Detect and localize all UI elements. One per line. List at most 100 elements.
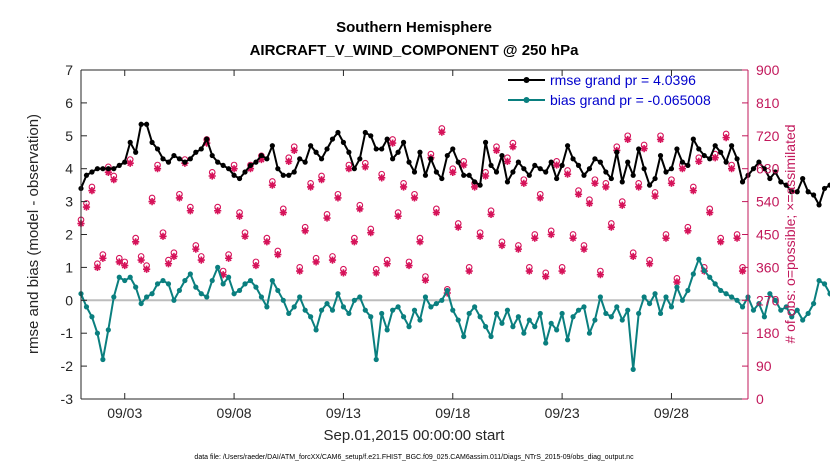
bias-point — [800, 317, 806, 323]
bias-point — [554, 327, 560, 333]
rmse-point — [149, 139, 155, 145]
ticks-layer: -3 -2 -1 0 1 2 3 4 5 6 7 0 90 180 270 360 450 540 630 720 81… — [61, 62, 780, 421]
rmse-point — [761, 166, 768, 172]
rmse-point — [515, 159, 521, 165]
bias-point — [532, 324, 538, 330]
obs-assimilated-marker — [596, 271, 604, 279]
obs-assimilated-marker — [553, 161, 561, 169]
obs-assimilated-marker — [678, 165, 686, 173]
rmse-point — [165, 159, 172, 165]
obs-assimilated-marker — [602, 183, 610, 191]
obs-assimilated-marker — [186, 207, 194, 215]
obs-assimilated-marker — [235, 212, 244, 220]
obs-assimilated-marker — [717, 238, 725, 246]
bias-point — [636, 310, 642, 317]
rmse-point — [728, 143, 735, 149]
obs-assimilated-marker — [219, 271, 227, 279]
obs-assimilated-marker — [738, 267, 747, 275]
rmse-point — [739, 179, 746, 185]
bias-point — [603, 310, 609, 317]
bias-point — [641, 294, 647, 300]
rmse-point — [636, 146, 642, 152]
bias-point — [264, 304, 270, 310]
rmse-point — [679, 159, 685, 165]
rmse-point — [236, 175, 243, 182]
bias-point — [187, 271, 193, 277]
rmse-point — [625, 159, 631, 165]
obs-assimilated-marker — [547, 230, 555, 239]
bias-point — [138, 300, 144, 307]
rmse-point — [83, 172, 90, 178]
rmse-point — [335, 129, 341, 136]
y2-tick-label: 0 — [756, 391, 764, 407]
rmse-point — [379, 146, 385, 152]
rmse-point — [138, 121, 144, 127]
legend-rmse-label: rmse grand pr = 4.0396 — [550, 72, 696, 88]
bias-point — [215, 264, 221, 270]
obs-assimilated-marker — [558, 267, 566, 275]
bias-point — [499, 320, 505, 326]
rmse-point — [318, 156, 325, 162]
obs-assimilated-marker — [148, 198, 156, 206]
bias-point — [280, 297, 286, 303]
obs-assimilated-marker — [695, 157, 703, 165]
bias-point — [679, 297, 685, 303]
rmse-point — [439, 175, 445, 182]
bias-point — [767, 291, 773, 297]
bias-point — [379, 310, 385, 317]
rmse-point — [111, 166, 117, 172]
rmse-point — [794, 189, 800, 195]
rmse-point — [351, 166, 357, 172]
bias-point — [537, 310, 543, 317]
obs-assimilated-marker — [438, 128, 446, 136]
rmse-point — [778, 179, 784, 185]
obs-assimilated-marker — [197, 256, 205, 264]
obs-assimilated-marker — [405, 261, 413, 270]
x-tick-label: 09/08 — [217, 405, 252, 421]
y-tick-label: 7 — [65, 62, 73, 78]
y2-axis-label: # of obs: o=possible; ×=assimilated — [782, 124, 798, 343]
rmse-point — [554, 175, 560, 182]
obs-assimilated-marker — [651, 192, 659, 200]
bias-point — [127, 274, 133, 280]
bias-point — [504, 307, 511, 313]
bias-point — [242, 281, 248, 287]
obs-assimilated-marker — [203, 139, 211, 147]
bias-point — [718, 287, 724, 294]
rmse-point — [482, 139, 489, 145]
y2-tick-label: 720 — [756, 128, 780, 144]
obs-assimilated-marker — [684, 227, 692, 235]
obs-assimilated-marker — [481, 172, 490, 180]
obs-assimilated-marker — [252, 261, 260, 270]
obs-assimilated-marker — [175, 194, 184, 202]
rmse-point — [105, 166, 111, 172]
bias-point — [302, 307, 308, 313]
obs-assimilated-marker — [279, 208, 287, 217]
bias-point — [368, 314, 374, 320]
y-tick-label: 1 — [65, 259, 73, 275]
bias-point — [712, 281, 718, 287]
rmse-point — [340, 139, 347, 145]
rmse-point — [302, 159, 308, 165]
rmse-point — [209, 152, 215, 159]
rmse-point — [313, 149, 319, 155]
bias-point — [625, 307, 631, 313]
bias-point — [794, 307, 800, 313]
bias-point — [231, 291, 237, 297]
rmse-point — [308, 143, 314, 149]
rmse-point — [264, 156, 270, 162]
x-axis-label: Sep.01,2015 00:00:00 start — [324, 427, 506, 444]
bias-point — [701, 268, 707, 274]
obs-assimilated-marker — [367, 229, 375, 237]
rmse-point — [510, 169, 516, 175]
legend: rmse grand pr = 4.0396 bias grand pr = -… — [508, 72, 711, 108]
bias-point — [652, 291, 658, 297]
bias-point — [663, 294, 669, 300]
rmse-point — [493, 169, 500, 175]
bias-point — [340, 304, 347, 310]
bias-point — [685, 287, 691, 294]
bias-point — [586, 330, 593, 336]
bias-point — [400, 314, 407, 320]
plot-area — [81, 70, 748, 399]
